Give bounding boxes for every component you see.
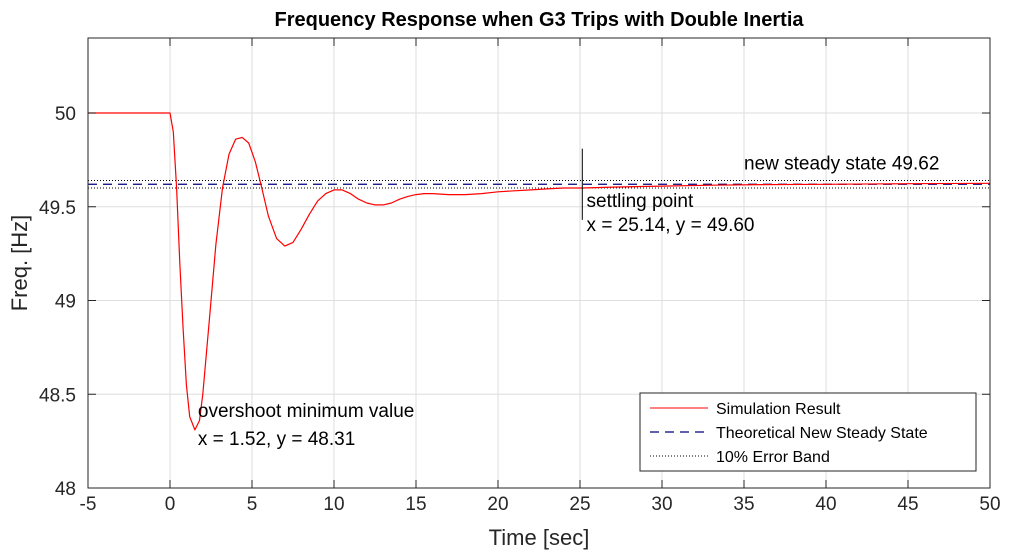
x-tick-label: 40 [815,494,836,515]
x-tick-label: -5 [80,494,97,515]
y-tick-label: 49 [55,292,76,313]
annotation-text: x = 1.52, y = 48.31 [198,429,355,450]
annotation-text: x = 25.14, y = 49.60 [587,215,755,236]
x-tick-label: 30 [651,494,672,515]
y-tick-label: 48.5 [39,385,76,406]
annotations: overshoot minimum value x = 1.52, y = 48.… [198,153,940,450]
x-tick-label: 0 [165,494,176,515]
x-tick-label: 20 [487,494,508,515]
y-tick-label: 49.5 [39,198,76,219]
x-tick-label: 35 [733,494,754,515]
tick-labels: -5 0 5 10 15 20 25 30 35 40 45 50 48 48.5 49 49.5 50 [39,104,1001,515]
legend: Simulation Result Theoretical New Steady… [639,392,977,472]
annotation-text: new steady state 49.62 [744,153,939,174]
y-tick-label: 50 [55,104,76,125]
legend-label-error-band: 10% Error Band [716,449,830,466]
x-tick-label: 10 [323,494,344,515]
x-tick-label: 45 [897,494,918,515]
annotation-text: settling point [587,191,694,212]
y-axis-label: Freq. [Hz] [7,215,32,312]
chart-title: Frequency Response when G3 Trips with Do… [275,9,805,31]
x-tick-label: 25 [569,494,590,515]
legend-label-simulation: Simulation Result [716,401,841,418]
x-axis-label: Time [sec] [489,525,590,550]
x-tick-label: 5 [247,494,258,515]
plot-frame [87,37,991,489]
series-layer [88,112,991,431]
y-tick-label: 48 [55,479,76,500]
annotation-text: overshoot minimum value [198,401,414,422]
axis-ticks [87,38,991,489]
simulation-result-line [88,112,991,431]
legend-label-theoretical: Theoretical New Steady State [716,425,928,442]
x-tick-label: 15 [405,494,426,515]
x-tick-label: 50 [979,494,1000,515]
